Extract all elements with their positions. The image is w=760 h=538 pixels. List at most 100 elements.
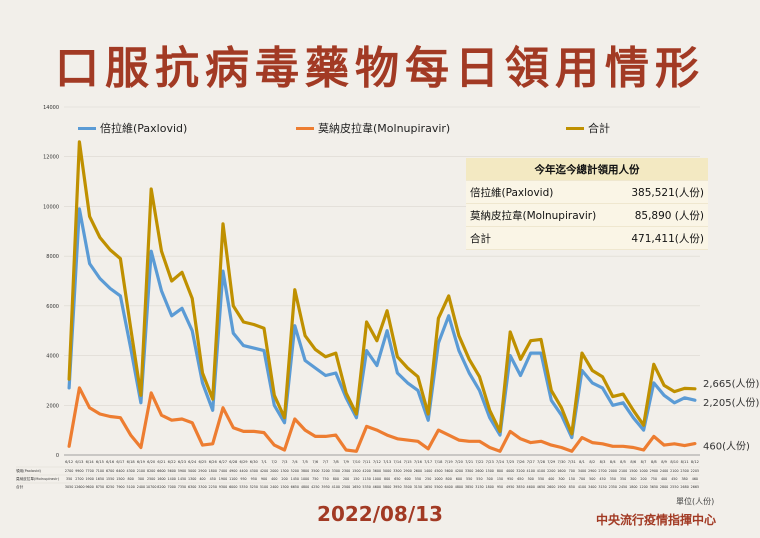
x-tick-label: 6/18 [127,460,136,464]
x-tick-label: 8/9 [661,460,667,464]
x-tick-label: 8/6 [630,460,636,464]
table-cell-value: 800 [446,477,452,481]
table-cell-value: 300 [487,477,493,481]
table-cell-value: 2900 [403,469,411,473]
x-tick-label: 7/1 [261,460,267,464]
table-cell-value: 3500 [403,485,411,489]
table-cell-value: 650 [394,477,400,481]
table-cell-value: 3300 [465,469,473,473]
table-cell-value: 3500 [311,469,319,473]
table-cell-value: 4800 [301,485,309,489]
y-tick-label: 0 [56,453,59,459]
table-cell-value: 150 [353,477,359,481]
table-cell-value: 200 [343,477,349,481]
table-cell-value: 3150 [414,485,422,489]
x-tick-label: 7/27 [527,460,535,464]
x-tick-label: 6/23 [178,460,186,464]
table-cell-value: 4900 [229,469,237,473]
table-cell-value: 2400 [660,469,668,473]
table-cell-value: 2400 [270,485,278,489]
summary-row-paxlovid: 倍拉維(Paxlovid) 385,521(人份) [466,180,708,204]
table-cell-value: 7400 [219,469,227,473]
table-cell-value: 2450 [619,485,627,489]
table-cell-value: 5000 [383,469,391,473]
table-cell-value: 3850 [465,485,473,489]
x-tick-label: 7/25 [506,460,514,464]
table-cell-value: 1000 [373,477,381,481]
table-cell-value: 7000 [168,485,176,489]
table-cell-value: 380 [681,477,687,481]
x-tick-label: 8/7 [641,460,647,464]
x-tick-label: 6/13 [75,460,83,464]
table-cell-value: 3300 [332,469,340,473]
table-cell-value: 600 [404,477,410,481]
x-tick-label: 6/27 [219,460,227,464]
series-line-2 [67,140,697,436]
table-cell-value: 1600 [557,469,565,473]
table-cell-value: 2205 [691,469,699,473]
table-cell-value: 200 [281,477,287,481]
table-row-label: 莫納皮拉韋(Molnupiravir) [16,476,60,481]
table-cell-value: 2300 [680,469,688,473]
summary-value: 471,411(人份) [617,226,708,250]
table-cell-value: 4800 [455,485,463,489]
summary-row-total: 合計 471,411(人份) [466,226,708,250]
table-cell-value: 1200 [639,485,647,489]
x-tick-label: 7/14 [393,460,402,464]
table-cell-value: 150 [569,477,575,481]
table-cell-value: 5000 [188,469,196,473]
table-cell-value: 3200 [321,469,329,473]
table-cell-value: 2600 [414,469,422,473]
table-cell-value: 1000 [434,477,442,481]
table-cell-value: 4100 [527,469,535,473]
table-cell-value: 750 [322,477,328,481]
table-cell-value: 5100 [260,485,268,489]
x-tick-label: 7/7 [323,460,329,464]
y-tick-label: 2000 [46,403,59,409]
table-cell-value: 2900 [198,469,206,473]
table-cell-value: 1100 [229,477,237,481]
table-cell-value: 500 [528,477,534,481]
table-cell-value: 1400 [424,469,432,473]
y-tick-label: 8000 [46,254,59,260]
table-cell-value: 450 [671,477,677,481]
x-tick-label: 6/25 [198,460,206,464]
table-cell-value: 2900 [650,469,658,473]
x-tick-label: 7/13 [383,460,391,464]
table-cell-value: 6700 [106,469,114,473]
table-cell-value: 2400 [137,485,145,489]
table-cell-value: 10700 [146,485,157,489]
table-cell-value: 3650 [650,485,658,489]
x-tick-label: 6/14 [86,460,95,464]
table-cell-value: 5500 [434,485,442,489]
series-end-label: 460(人份) [703,441,750,453]
table-cell-value: 2300 [342,469,350,473]
legend-item-paxlovid: 倍拉維(Paxlovid) [78,120,187,136]
table-cell-value: 1000 [301,477,309,481]
table-cell-value: 2350 [609,485,617,489]
table-cell-value: 3200 [516,469,524,473]
table-cell-value: 6600 [157,469,165,473]
x-tick-label: 7/18 [434,460,443,464]
x-tick-label: 7/3 [282,460,288,464]
table-cell-value: 9600 [85,485,93,489]
summary-row-molnupiravir: 莫納皮拉韋(Molnupiravir) 85,890 (人份) [466,203,708,227]
legend-item-total: 合計 [566,120,610,136]
table-cell-value: 400 [271,477,277,481]
table-cell-value: 850 [569,485,575,489]
table-cell-value: 5200 [291,469,299,473]
table-cell-value: 650 [517,477,523,481]
table-cell-value: 1300 [188,477,196,481]
page-title: 口服抗病毒藥物每日領用情形 [55,43,705,94]
x-tick-label: 8/3 [600,460,606,464]
table-cell-value: 6650 [291,485,299,489]
table-cell-value: 2000 [609,469,617,473]
x-tick-label: 6/22 [168,460,176,464]
table-cell-value: 1400 [168,477,176,481]
table-cell-value: 3400 [588,485,596,489]
table-cell-value: 1650 [352,485,360,489]
table-cell-value: 1500 [486,469,494,473]
table-cell-value: 3800 [301,469,309,473]
table-cell-value: 500 [589,477,595,481]
legend-swatch-molnupiravir [296,126,314,130]
